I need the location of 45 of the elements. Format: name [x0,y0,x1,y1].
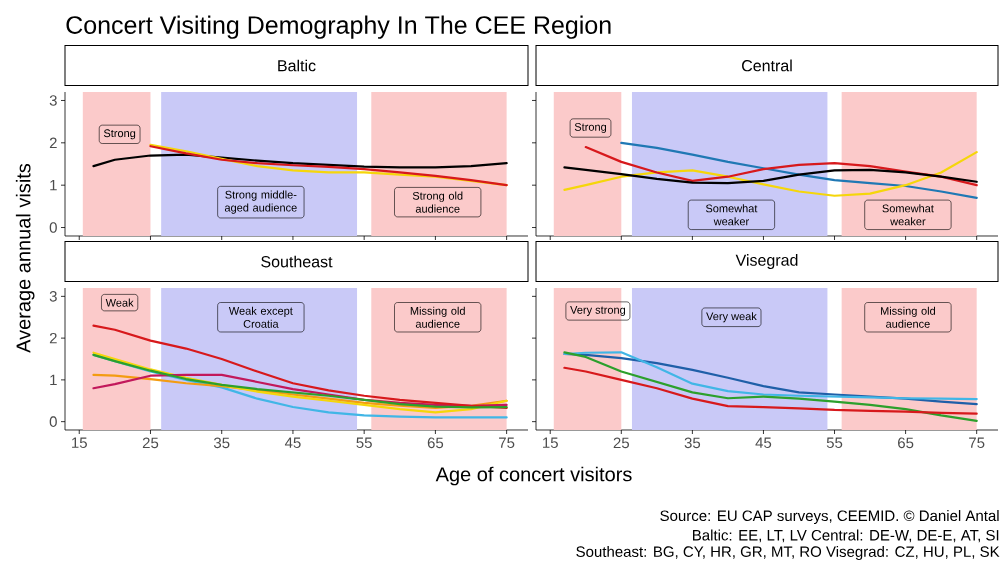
x-tick-label: 25 [613,437,630,449]
y-tick-label: 3 [49,95,57,106]
x-tick-label: 35 [213,437,230,449]
chart-title: Concert Visiting Demography In The CEE Region [66,15,611,39]
annotation: Missing old audience [881,306,936,328]
x-tick-label: 65 [427,437,444,449]
y-tick-label: 2 [49,137,57,149]
annotation: Strong middle-aged audience [224,190,297,214]
y-tick-label: 1 [50,180,57,191]
annotation: Somewhat weaker [705,204,758,226]
chart-subtitle: Central [742,59,792,72]
annotation: Weak [105,298,134,307]
x-tick-label: 15 [543,437,558,448]
line-series [92,153,508,169]
chart-subtitle: Visegrad [735,254,798,269]
annotation: Somewhat weaker [882,204,934,226]
y-tick-label: 0 [49,222,57,233]
x-tick-label: 75 [499,437,515,448]
annotation: Very strong [570,306,626,316]
x-tick-label: 65 [898,437,914,449]
chart-subtitle: Baltic [278,59,316,72]
x-axis-title: Age of concert visitors [435,466,632,486]
x-tick-label: 15 [72,437,87,448]
x-tick-label: 25 [142,437,159,449]
y-axis-title: Average annual visits [15,163,35,353]
x-tick-label: 45 [755,437,772,448]
y-tick-label: 1 [50,374,57,386]
annotation: Strong old audience [412,191,463,213]
x-tick-label: 35 [684,437,701,449]
y-tick-label: 3 [49,291,57,302]
y-tick-label: 2 [49,332,57,344]
annotation: Very weak [706,312,757,323]
chart-subtitle: Southeast [261,255,333,268]
y-tick-label: 0 [49,416,57,427]
annotation: Strong [574,123,607,133]
x-tick-label: 55 [826,437,843,448]
text: Southeast: BG, CY, HR, GR, MT, RO Visegrad: CZ, HU, PL, SK [576,545,1000,560]
x-tick-label: 75 [969,437,985,448]
x-tick-label: 55 [356,437,372,448]
annotation: Missing old audience [410,306,465,328]
x-tick-label: 45 [284,437,301,448]
annotation: Weak except Croatia [228,306,293,328]
annotation: Strong [103,129,136,140]
source-note: Source: EU CAP surveys, CEEMID. © Daniel Antal [660,510,999,525]
text: Baltic: EE, LT, LV Central: DE-W, DE-E, AT, SI [693,529,999,543]
